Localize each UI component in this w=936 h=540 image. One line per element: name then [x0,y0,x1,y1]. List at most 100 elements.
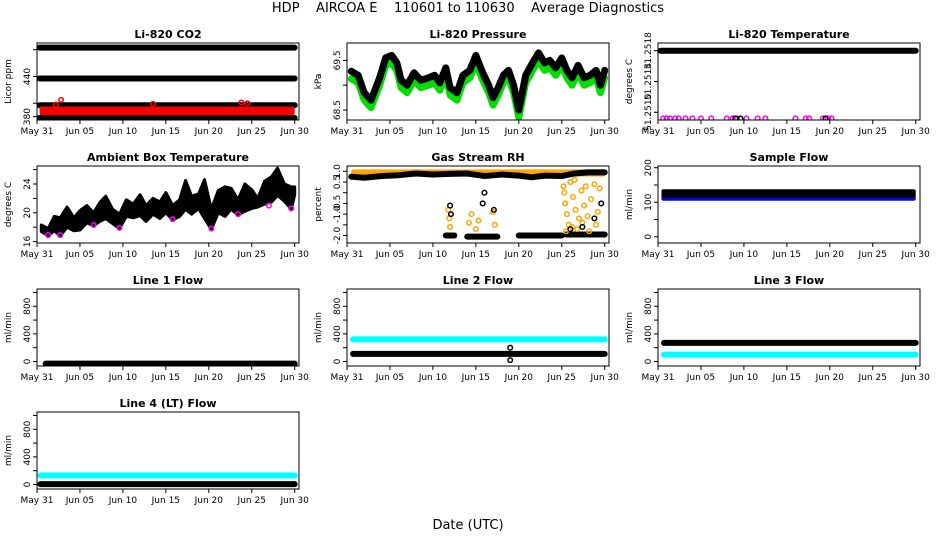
y-tick-label: 400 [644,325,654,342]
x-tick-label: May 31 [642,373,675,383]
y-tick-label: 800 [23,420,33,437]
y-tick-label: 400 [23,325,33,342]
x-tick-label: Jun 05 [65,127,94,137]
x-tick-label: Jun 20 [504,373,534,383]
x-tick-label: Jun 10 [418,250,448,260]
x-tick-label: Jun 10 [418,373,448,383]
y-tick-label: 800 [644,297,654,314]
data-point-line2_dip [507,357,514,364]
plot-frame [36,288,300,367]
chart-panel: Li-820 Temperature degrees C May 31 Jun 05 J… [625,28,930,137]
plot-frame [657,42,921,121]
data-point-rh_mid_orange [593,221,600,228]
x-tick-label: Jun 20 [815,250,845,260]
data-point-co2_outliers [58,96,65,103]
data-point-temp_low [754,115,761,120]
x-tick-label: Jun 15 [461,127,490,137]
data-point-rh_mid_black [481,189,488,196]
x-tick-label: Jun 30 [280,496,310,506]
data-point-rh_mid_black [591,215,598,222]
data-point-rh_mid_orange [475,217,482,224]
x-tick-label: Jun 30 [901,373,931,383]
data-point-temp_low [762,115,769,120]
plot-frame [346,288,610,367]
data-point-temp_low [828,115,835,120]
y-tick-label: -2.0 [333,226,343,244]
y-axis-label: percent [314,187,324,222]
x-tick-label: Jun 05 [65,496,94,506]
plot-frame [657,288,921,367]
x-tick-label: Jun 25 [237,127,266,137]
x-tick-label: May 31 [642,250,675,260]
chart-panel: Sample Flow ml/min May 31 Jun 05 Jun 10 Jun 1… [625,151,930,260]
series-band-sample_black [661,189,916,198]
data-point-rh_mid_orange [587,196,595,203]
x-tick-label: Jun 15 [772,127,801,137]
x-tick-label: Jun 20 [194,250,224,260]
chart-title: Li-820 CO2 [134,28,201,41]
x-tick-label: Jun 20 [815,373,845,383]
y-tick-label: 0 [23,481,33,487]
x-tick-label: Jun 15 [461,373,490,383]
x-tick-label: Jun 25 [547,373,576,383]
data-point-line2_dip [507,344,514,351]
x-tick-label: Jun 30 [590,373,620,383]
data-point-rh_mid_orange [594,208,601,216]
data-point-ambient_min [288,205,295,212]
x-tick-label: Jun 25 [547,250,576,260]
data-point-temp_low [660,115,667,120]
data-point-temp_low [792,115,799,120]
chart-panel: Line 4 (LT) Flow ml/min May 31 Jun 05 Jun 10… [4,397,309,506]
data-point-ambient_min [57,232,64,239]
x-tick-label: Jun 05 [375,127,404,137]
x-tick-label: Jun 10 [108,250,138,260]
data-point-rh_mid_orange [561,189,568,196]
y-axis-label: ml/min [4,312,14,343]
x-tick-label: Jun 30 [280,127,310,137]
data-point-rh_mid_black [598,200,605,207]
data-point-rh_mid_orange [575,215,582,222]
chart-panel: Line 1 Flow ml/min May 31 Jun 05 Jun 10 Jun 1… [4,274,309,383]
data-point-temp_low [743,115,750,120]
x-tick-label: May 31 [21,127,54,137]
x-tick-label: Jun 15 [772,373,801,383]
y-axis-label: degrees C [4,182,14,227]
data-point-rh_mid_black [447,211,454,218]
data-point-co2_outliers [244,100,251,107]
x-tick-label: Jun 15 [772,250,801,260]
x-tick-label: Jun 15 [151,496,180,506]
data-layer [350,336,608,364]
chart-title: Li-820 Temperature [728,28,849,41]
data-layer [348,169,608,240]
x-tick-label: Jun 20 [504,250,534,260]
x-tick-label: May 31 [331,127,364,137]
x-tick-label: May 31 [642,127,675,137]
y-tick-label: 51.2510 [644,93,654,130]
data-point-rh_mid_orange [578,187,585,194]
x-tick-label: Jun 15 [151,373,180,383]
x-tick-label: Jun 05 [65,373,94,383]
chart-title: Line 3 Flow [754,274,824,287]
data-point-rh_mid_orange [596,185,603,192]
y-axis-label: ml/min [4,435,14,466]
chart-title: Sample Flow [750,151,829,164]
y-tick-label: 0 [644,234,654,240]
data-point-rh_mid_black [567,226,574,233]
data-point-rh_mid_orange [560,183,567,190]
x-tick-label: Jun 30 [280,250,310,260]
x-tick-label: Jun 30 [590,250,620,260]
y-tick-label: 400 [23,448,33,465]
x-tick-label: Jun 10 [729,373,759,383]
x-tick-label: Jun 30 [901,250,931,260]
chart-title: Ambient Box Temperature [87,151,249,164]
data-point-rh_mid_orange [472,226,479,233]
x-tick-label: Jun 25 [237,496,266,506]
data-point-temp_low [697,115,705,120]
data-point-rh_mid_orange [581,202,588,209]
chart-panel: Gas Stream RH percent May 31 Jun 05 Jun 10 Ju… [314,151,619,260]
x-tick-label: May 31 [21,373,54,383]
y-tick-label: 800 [23,297,33,314]
data-layer [39,166,297,239]
x-tick-label: Jun 30 [280,373,310,383]
data-point-rh_mid_orange [572,206,579,213]
